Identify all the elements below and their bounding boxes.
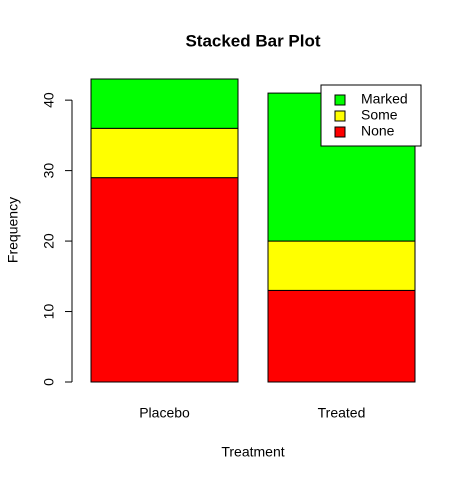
x-tick-label: Treated [318,405,366,421]
bar-segment [267,289,416,383]
y-tick-label: 30 [41,163,57,179]
legend-label: Some [361,107,398,123]
y-tick-label: 20 [41,233,57,249]
bar-segment [90,177,239,383]
y-tick-label: 40 [41,92,57,108]
legend-swatch [334,110,346,122]
x-tick-label: Placebo [139,405,190,421]
chart-title: Stacked Bar Plot [185,31,320,50]
x-axis-label: Treatment [221,444,284,460]
bar-segment [90,127,239,179]
bar-segment [267,240,416,291]
legend-swatch [334,94,346,106]
bar-segment [90,78,239,129]
legend-swatch [334,126,346,138]
legend-label: Marked [361,91,408,107]
y-tick-label: 0 [41,378,57,386]
legend-label: None [361,123,395,139]
y-tick-label: 10 [41,304,57,320]
y-axis-label: Frequency [5,197,21,263]
